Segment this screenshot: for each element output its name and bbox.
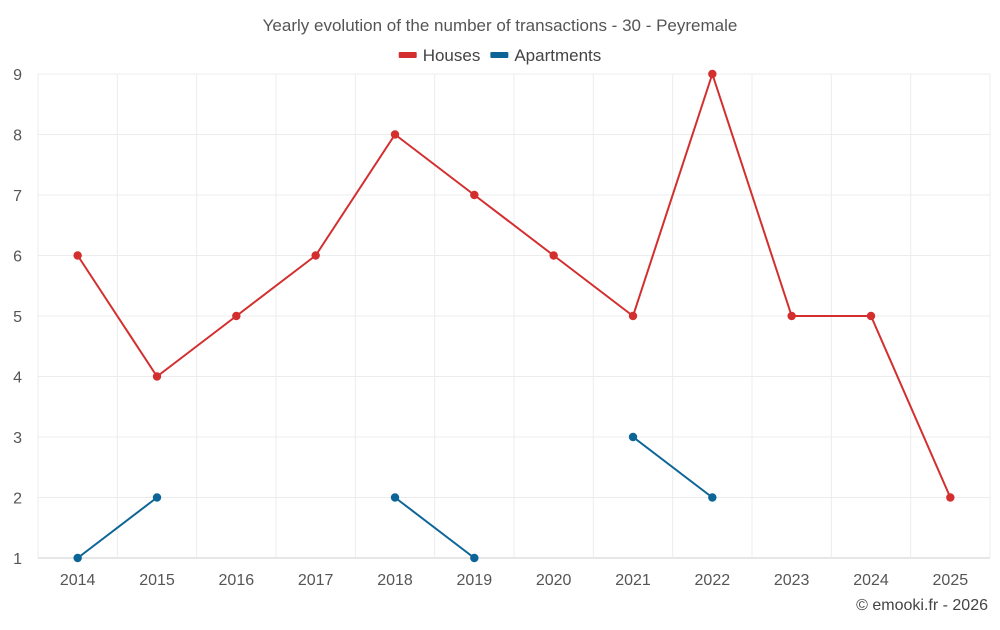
legend-swatch <box>490 52 509 58</box>
x-tick-label: 2014 <box>60 572 96 589</box>
series-apartments <box>73 432 717 563</box>
data-point[interactable] <box>152 372 162 381</box>
y-tick-label: 6 <box>13 249 22 266</box>
y-tick-label: 5 <box>13 309 22 326</box>
grid <box>37 73 991 559</box>
series-group <box>73 69 955 563</box>
x-tick-label: 2015 <box>139 572 175 589</box>
series-line <box>394 496 475 559</box>
data-point[interactable] <box>311 251 320 260</box>
y-tick-label: 3 <box>13 430 22 447</box>
data-point[interactable] <box>549 251 558 260</box>
data-point[interactable] <box>232 311 241 321</box>
x-tick-label: 2024 <box>853 572 889 589</box>
data-point[interactable] <box>152 493 162 502</box>
x-tick-label: 2022 <box>695 572 731 589</box>
x-tick-label: 2019 <box>457 572 493 589</box>
data-point[interactable] <box>73 553 82 563</box>
data-point[interactable] <box>787 311 796 321</box>
x-axis: 2014 2015 2016 2017 2018 2019 2020 2021 2022 2023… <box>60 572 968 589</box>
legend: Houses Apartments <box>398 46 601 65</box>
data-point[interactable] <box>708 493 717 502</box>
y-tick-label: 1 <box>13 551 22 568</box>
data-point[interactable] <box>390 130 400 139</box>
x-tick-label: 2017 <box>298 572 334 589</box>
y-axis: 1 2 3 4 5 6 7 8 9 <box>13 67 22 568</box>
series-line <box>77 496 158 559</box>
legend-item-houses[interactable]: Houses <box>398 46 481 65</box>
series-houses <box>73 69 955 502</box>
x-tick-label: 2018 <box>377 572 413 589</box>
data-point[interactable] <box>628 311 638 321</box>
chart-credit: © emooki.fr - 2026 <box>856 597 988 614</box>
data-point[interactable] <box>946 493 955 502</box>
y-tick-label: 4 <box>13 370 22 387</box>
x-tick-label: 2020 <box>536 572 572 589</box>
series-line <box>632 436 713 499</box>
legend-item-apartments[interactable]: Apartments <box>490 46 601 65</box>
legend-swatch <box>398 52 417 58</box>
x-tick-label: 2023 <box>774 572 810 589</box>
data-point[interactable] <box>708 69 717 79</box>
x-tick-label: 2021 <box>615 572 651 589</box>
y-tick-label: 2 <box>13 491 22 508</box>
data-point[interactable] <box>628 432 638 442</box>
data-point[interactable] <box>866 311 876 321</box>
data-point[interactable] <box>390 493 400 502</box>
data-point[interactable] <box>470 190 479 200</box>
y-tick-label: 9 <box>13 67 22 84</box>
chart-title: Yearly evolution of the number of transa… <box>263 16 738 35</box>
data-point[interactable] <box>470 553 479 563</box>
data-point[interactable] <box>73 251 82 260</box>
y-tick-label: 7 <box>13 188 22 205</box>
legend-label: Houses <box>423 46 481 65</box>
x-tick-label: 2016 <box>219 572 255 589</box>
y-tick-label: 8 <box>13 128 22 145</box>
series-line <box>76 73 952 498</box>
legend-label: Apartments <box>514 46 601 65</box>
x-tick-label: 2025 <box>933 572 969 589</box>
